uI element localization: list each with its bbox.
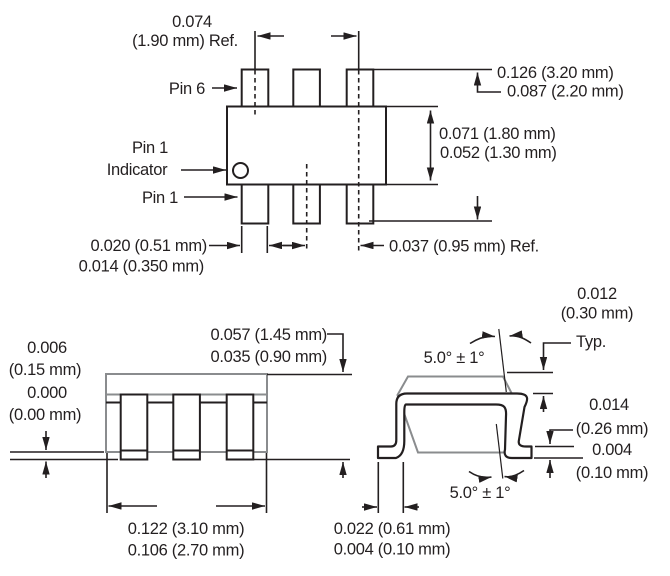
dim-lead-span-max: 0.126 (3.20 mm) (497, 64, 614, 82)
package-body-end-view (396, 375, 514, 454)
dim-height-max: 0.057 (1.45 mm) (210, 326, 327, 344)
dim-lead-thickness-min-mm: (0.10 mm) (576, 464, 648, 482)
dim-foot-length-max: 0.022 (0.61 mm) (334, 520, 451, 538)
dim-lead-span-min: 0.087 (2.20 mm) (507, 83, 624, 101)
dim-lead-thickness-max-mm: (0.26 mm) (576, 420, 648, 438)
dim-tip-offset-typ: Typ. (576, 333, 606, 351)
lead-1-side (119, 393, 149, 461)
pin-1-indicator-dot (232, 162, 249, 179)
angle-label-bottom: 5.0° ± 1° (450, 484, 511, 502)
pin1-label: Pin 1 (142, 189, 178, 207)
dim-standoff-min: 0.000 (27, 384, 67, 402)
dim-standoff-max-mm: (0.15 mm) (9, 361, 81, 379)
pin1-indicator-label-2: Indicator (107, 161, 168, 179)
end-view-labels: 0.012 (0.30 mm) Typ. 5.0° ± 1° 0.014 (0.… (334, 285, 649, 559)
dim-pitch-value: 0.074 (172, 13, 212, 31)
angle-ref-line-bottom (495, 423, 504, 479)
side-view-labels: 0.057 (1.45 mm) 0.035 (0.90 mm) 0.006 (0… (9, 326, 328, 560)
end-view (376, 328, 533, 479)
angle-ref-line-top (498, 328, 507, 393)
top-view-dimension-lines (181, 31, 501, 253)
pin-5-pad (292, 68, 321, 108)
pin-3-pad (345, 183, 375, 225)
angle-label-top: 5.0° ± 1° (424, 349, 485, 367)
dim-pitch-mm: (1.90 mm) Ref. (132, 32, 238, 50)
pin1-indicator-label-1: Pin 1 (132, 139, 168, 157)
dim-lead-thickness-max: 0.014 (589, 396, 629, 414)
side-view-dimension-lines (10, 333, 352, 513)
dim-standoff-min-mm: (0.00 mm) (9, 406, 81, 424)
gull-wing-lead (376, 392, 533, 460)
dim-lead-width-min: 0.014 (0.350 mm) (79, 258, 204, 276)
pin-1-pad (240, 183, 270, 225)
dim-foot-length-min: 0.004 (0.10 mm) (334, 541, 451, 559)
dim-lead-width-max: 0.020 (0.51 mm) (90, 237, 207, 255)
dim-body-width-min: 0.052 (1.30 mm) (440, 144, 557, 162)
dim-standoff-max: 0.006 (27, 339, 67, 357)
dim-tip-offset: 0.012 (577, 285, 617, 303)
dim-lead-pitch-ref: 0.037 (0.95 mm) Ref. (389, 238, 539, 256)
pin-4-pad (345, 68, 375, 108)
top-view-labels: 0.074 (1.90 mm) Ref. Pin 6 Pin 1 Indicat… (79, 13, 624, 276)
lead-3-side (225, 393, 255, 461)
dim-tip-offset-mm: (0.30 mm) (561, 305, 633, 323)
dim-lead-thickness-min: 0.004 (592, 441, 632, 459)
end-view-dimension-lines (362, 330, 583, 513)
pin6-label: Pin 6 (169, 80, 205, 98)
dim-body-width-max: 0.071 (1.80 mm) (439, 125, 556, 143)
dim-body-length-min: 0.106 (2.70 mm) (128, 542, 245, 560)
top-view (226, 68, 387, 225)
lead-2-side (172, 393, 201, 461)
dim-height-min: 0.035 (0.90 mm) (210, 348, 327, 366)
side-view (105, 373, 268, 461)
dim-body-length-max: 0.122 (3.10 mm) (128, 520, 245, 538)
